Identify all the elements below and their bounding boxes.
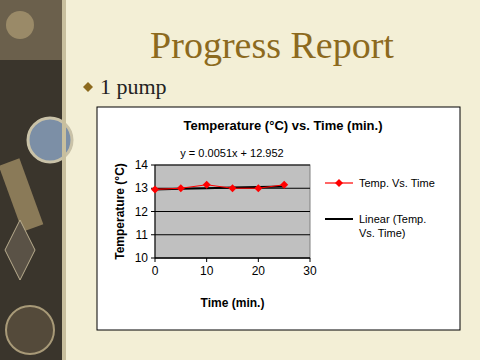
x-tick-label: 20 bbox=[252, 264, 266, 278]
y-tick-label: 13 bbox=[135, 181, 149, 195]
data-point bbox=[203, 181, 211, 189]
y-axis-label: Temperature (°C) bbox=[113, 163, 127, 260]
y-tick-label: 11 bbox=[136, 228, 149, 242]
series-line bbox=[155, 185, 284, 190]
slide: Progress Report 1 pump Temperature (°C) vs… bbox=[0, 0, 480, 360]
data-point bbox=[280, 181, 288, 189]
grid-line bbox=[155, 234, 310, 235]
chart-title: Temperature (°C) vs. Time (min.) bbox=[183, 118, 382, 133]
grid-line bbox=[155, 211, 310, 212]
data-point bbox=[151, 185, 159, 193]
slide-canvas: Progress Report 1 pump Temperature (°C) vs… bbox=[0, 0, 480, 360]
x-tick bbox=[258, 258, 259, 262]
legend-label: Temp. Vs. Time bbox=[359, 177, 435, 189]
decor-ribbon bbox=[0, 158, 43, 231]
y-tick bbox=[151, 234, 155, 235]
y-tick bbox=[151, 211, 155, 212]
decoration bbox=[0, 0, 72, 360]
data-point bbox=[177, 184, 185, 192]
x-tick bbox=[155, 258, 156, 262]
legend-label: Linear (Temp. Vs. Time) bbox=[359, 213, 426, 239]
grid-line bbox=[155, 258, 310, 259]
decor-cross bbox=[5, 220, 35, 280]
data-point bbox=[254, 184, 262, 192]
y-axis bbox=[155, 165, 156, 258]
bullet-text: 1 pump bbox=[100, 74, 167, 99]
x-tick-label: 30 bbox=[303, 264, 317, 278]
y-tick bbox=[151, 165, 155, 166]
decor-button bbox=[6, 11, 34, 39]
legend-marker bbox=[335, 179, 343, 187]
x-axis bbox=[155, 258, 310, 259]
grid-line bbox=[155, 165, 310, 166]
slide-title: Progress Report bbox=[150, 24, 394, 66]
data-group bbox=[151, 181, 288, 194]
data-point bbox=[229, 184, 237, 192]
plot-area bbox=[155, 165, 310, 258]
x-axis-label: Time (min.) bbox=[201, 296, 265, 310]
chart-area bbox=[97, 107, 460, 330]
bullet-marker bbox=[83, 82, 93, 92]
decor-edge bbox=[62, 0, 66, 360]
trendline-equation: y = 0.0051x + 12.952 bbox=[180, 147, 283, 159]
x-tick-label: 10 bbox=[200, 264, 214, 278]
legend-label-line: Vs. Time) bbox=[359, 227, 405, 239]
y-tick-label: 12 bbox=[135, 205, 149, 219]
legend-line bbox=[325, 218, 353, 220]
x-tick bbox=[206, 258, 207, 262]
legend-label-line: Temp. Vs. Time bbox=[359, 177, 435, 189]
legend-label-line: Linear (Temp. bbox=[359, 213, 426, 225]
decor-compass bbox=[6, 306, 54, 354]
x-tick bbox=[310, 258, 311, 262]
y-tick-label: 14 bbox=[135, 158, 149, 172]
y-tick-label: 10 bbox=[135, 251, 149, 265]
legend: Temp. Vs. Time Linear (Temp. Vs. Time) bbox=[325, 177, 435, 239]
y-tick bbox=[151, 258, 155, 259]
slide-background bbox=[0, 0, 480, 360]
x-tick-label: 0 bbox=[152, 264, 159, 278]
decor-block bbox=[0, 0, 66, 60]
